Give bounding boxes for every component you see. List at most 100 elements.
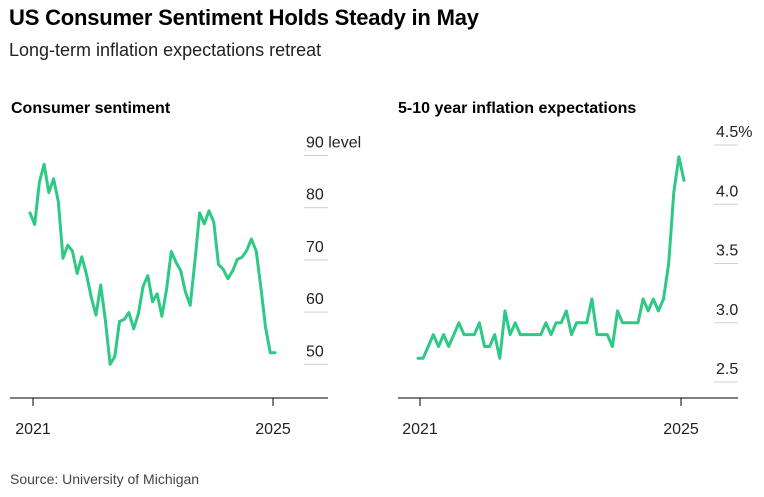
inflation-data-point xyxy=(590,297,594,301)
inflation-y-tick-label: 3.0 xyxy=(716,302,738,319)
inflation-data-point xyxy=(549,333,553,336)
inflation-data-point xyxy=(585,321,588,324)
inflation-data-point xyxy=(565,309,568,313)
consumer-sentiment-title: Consumer sentiment xyxy=(11,100,171,117)
inflation-data-point xyxy=(554,321,558,324)
sentiment-data-point xyxy=(269,351,272,354)
inflation-data-point xyxy=(575,321,578,324)
sentiment-y-tick-label: 70 xyxy=(306,239,324,256)
sentiment-data-point xyxy=(250,237,253,241)
sentiment-data-point xyxy=(245,249,248,252)
sentiment-data-point xyxy=(236,258,239,261)
sentiment-data-point xyxy=(80,255,84,258)
inflation-data-point xyxy=(606,333,609,336)
inflation-data-point xyxy=(498,357,501,360)
inflation-data-point xyxy=(641,297,645,301)
sentiment-data-point xyxy=(255,249,258,253)
sentiment-data-point xyxy=(90,296,93,299)
sentiment-data-point xyxy=(222,268,225,271)
inflation-data-point xyxy=(544,321,548,324)
inflation-y-tick-label: 4.5% xyxy=(716,124,752,141)
inflation-data-point xyxy=(452,333,455,336)
sentiment-data-point xyxy=(47,191,50,194)
inflation-data-point xyxy=(483,345,486,348)
inflation-data-point xyxy=(601,333,604,336)
sentiment-data-point xyxy=(123,318,126,321)
inflation-data-point xyxy=(519,333,522,336)
sentiment-data-point xyxy=(94,314,98,317)
sentiment-data-point xyxy=(156,292,159,295)
sentiment-data-point xyxy=(61,257,65,260)
inflation-y-tick-label: 4.0 xyxy=(716,183,738,200)
sentiment-data-point xyxy=(66,244,69,247)
sentiment-data-point xyxy=(137,312,140,315)
inflation-data-point xyxy=(647,309,650,313)
sentiment-data-point xyxy=(42,163,46,166)
sentiment-data-point xyxy=(141,285,145,288)
sentiment-data-point xyxy=(28,211,32,215)
inflation-series-line xyxy=(416,155,686,360)
sentiment-data-point xyxy=(174,261,178,264)
inflation-data-point xyxy=(631,321,634,324)
page-subtitle: Long-term inflation expectations retreat xyxy=(9,40,322,60)
inflation-data-point xyxy=(442,333,445,336)
inflation-data-point xyxy=(524,333,527,336)
source-note: Source: University of Michigan xyxy=(10,471,200,487)
sentiment-data-point xyxy=(193,260,197,263)
inflation-data-point xyxy=(437,345,440,348)
sentiment-x-tick-label: 2021 xyxy=(15,421,51,438)
sentiment-data-point xyxy=(146,274,149,277)
inflation-data-point xyxy=(636,321,640,324)
inflation-x-tick-label: 2025 xyxy=(663,421,699,438)
inflation-data-point xyxy=(677,155,681,158)
sentiment-data-point xyxy=(57,200,60,203)
sentiment-y-tick-label: 90 level xyxy=(306,134,361,151)
inflation-data-point xyxy=(652,297,655,301)
sentiment-data-point xyxy=(212,221,215,224)
sentiment-data-point xyxy=(207,209,211,212)
inflation-data-point xyxy=(457,321,461,324)
sentiment-data-point xyxy=(226,277,230,280)
inflation-data-point xyxy=(626,321,629,324)
inflation-data-point xyxy=(503,309,507,313)
sentiment-data-point xyxy=(264,326,267,329)
sentiment-data-point xyxy=(240,256,244,259)
inflation-data-point xyxy=(580,321,583,324)
inflation-expectations-title: 5-10 year inflation expectations xyxy=(398,100,637,117)
sentiment-data-point xyxy=(179,269,182,273)
sentiment-data-point xyxy=(189,304,192,307)
inflation-data-point xyxy=(447,345,450,348)
inflation-x-tick-label: 2021 xyxy=(402,421,438,438)
sentiment-data-point xyxy=(132,327,135,330)
inflation-data-point xyxy=(534,333,537,336)
inflation-data-point xyxy=(667,262,670,265)
sentiment-data-point xyxy=(273,351,277,354)
inflation-data-point xyxy=(560,321,563,324)
inflation-data-point xyxy=(657,309,660,313)
sentiment-data-point xyxy=(231,269,234,273)
inflation-data-point xyxy=(421,357,425,360)
inflation-data-point xyxy=(529,333,532,336)
inflation-data-point xyxy=(595,333,599,336)
inflation-data-point xyxy=(462,333,466,336)
inflation-data-point xyxy=(662,297,665,301)
inflation-data-point xyxy=(514,321,517,324)
sentiment-y-tick-label: 60 xyxy=(306,291,324,308)
sentiment-y-tick-label: 80 xyxy=(306,187,324,204)
sentiment-data-point xyxy=(71,249,74,253)
sentiment-data-point xyxy=(38,180,41,184)
inflation-y-tick-label: 3.5 xyxy=(716,243,738,260)
inflation-data-point xyxy=(570,333,573,336)
sentiment-data-point xyxy=(151,300,154,303)
inflation-data-point xyxy=(427,345,430,348)
sentiment-data-point xyxy=(33,223,36,226)
sentiment-y-tick-label: 50 xyxy=(306,343,324,360)
sentiment-data-point xyxy=(203,222,206,226)
sentiment-data-point xyxy=(127,311,131,314)
inflation-data-point xyxy=(682,179,686,182)
sentiment-data-point xyxy=(198,211,201,215)
sentiment-data-point xyxy=(113,355,117,358)
sentiment-data-point xyxy=(75,272,79,275)
inflation-data-point xyxy=(416,357,420,360)
